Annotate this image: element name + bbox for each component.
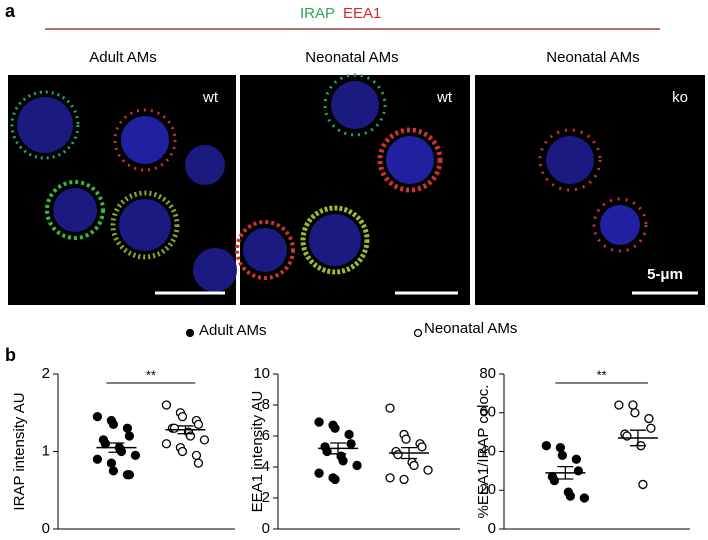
data-point [385,473,395,483]
data-point [124,470,135,480]
data-point [401,434,411,444]
scale-label: 5-μm [647,266,683,283]
data-point [314,417,324,427]
y-tick-label: 2 [42,365,50,382]
column-label: Neonatal AMs [546,49,639,66]
data-point [385,403,395,413]
data-point [549,475,560,486]
micrograph [8,75,237,305]
significance-label: ** [146,367,156,382]
image-tag: ko [672,89,688,106]
y-axis-title: %EEA1/IRAP coloc. [475,385,492,519]
data-point [100,439,111,449]
error-bar [177,425,194,435]
data-point [409,460,419,471]
data-point [330,423,340,433]
data-point [193,458,204,468]
error-bar [401,446,418,460]
data-point [314,468,324,478]
data-point [199,435,210,445]
data-point [106,458,117,468]
image-tag: wt [436,89,453,106]
column-label: Adult AMs [89,49,157,66]
data-point [177,411,188,422]
y-tick-label: 8 [262,396,270,413]
stain-label: IRAP [300,5,335,22]
data-point [177,446,188,457]
data-point [92,454,103,464]
data-point [393,449,403,460]
data-point [108,419,119,430]
data-point [338,456,348,466]
data-point [579,493,590,503]
legend-label: Neonatal AMs [424,320,517,337]
data-point [191,450,202,461]
y-tick-label: 0 [488,520,496,535]
data-point [423,465,433,475]
significance-label: ** [597,367,607,382]
data-point [614,400,624,410]
data-point [169,423,180,433]
data-point [565,491,576,501]
data-point [92,411,103,422]
y-tick-label: 60 [479,404,496,421]
micrograph [235,73,470,305]
data-point [644,413,654,424]
data-point [573,466,584,476]
data-point [124,431,135,441]
data-point [555,442,566,453]
data-point [122,423,133,433]
y-tick-label: 10 [253,365,270,382]
data-point [130,450,141,461]
y-axis-title: EEA1 intensity AU [249,391,266,513]
y-tick-label: 40 [479,442,496,459]
data-point [352,460,362,471]
data-point [399,474,409,485]
error-bar [629,429,646,447]
data-point [630,408,640,418]
data-point [622,431,632,441]
data-point [638,479,648,490]
data-point [116,446,127,457]
data-point [557,450,568,461]
data-point [108,466,119,476]
panel-label: a [5,1,16,21]
y-tick-label: 1 [42,442,50,459]
y-tick-label: 4 [262,458,270,475]
data-point [417,442,427,452]
error-bar [108,442,125,453]
data-point [571,454,582,464]
data-point [628,400,638,410]
image-tag: wt [202,89,219,106]
data-point [346,439,356,449]
data-point [193,419,204,430]
data-point [322,446,332,457]
data-point [344,429,354,440]
data-point [646,423,656,433]
stain-label: EEA1 [343,5,381,22]
data-point [161,439,172,449]
y-tick-label: 20 [479,481,496,498]
panel-label: b [5,345,16,365]
legend-marker [413,328,423,338]
y-tick-label: 0 [42,520,50,535]
legend-marker [185,328,195,338]
data-point [541,441,552,451]
data-point [330,474,340,485]
error-bar [557,465,574,480]
data-point [161,400,172,410]
y-tick-label: 80 [479,365,496,382]
legend-label: Adult AMs [199,322,267,339]
micrograph [475,75,705,305]
column-label: Neonatal AMs [305,49,398,66]
error-bar [330,442,347,455]
y-tick-label: 2 [262,489,270,506]
y-tick-label: 0 [262,520,270,535]
y-axis-title: IRAP intensity AU [11,392,28,510]
y-tick-label: 6 [262,427,270,444]
